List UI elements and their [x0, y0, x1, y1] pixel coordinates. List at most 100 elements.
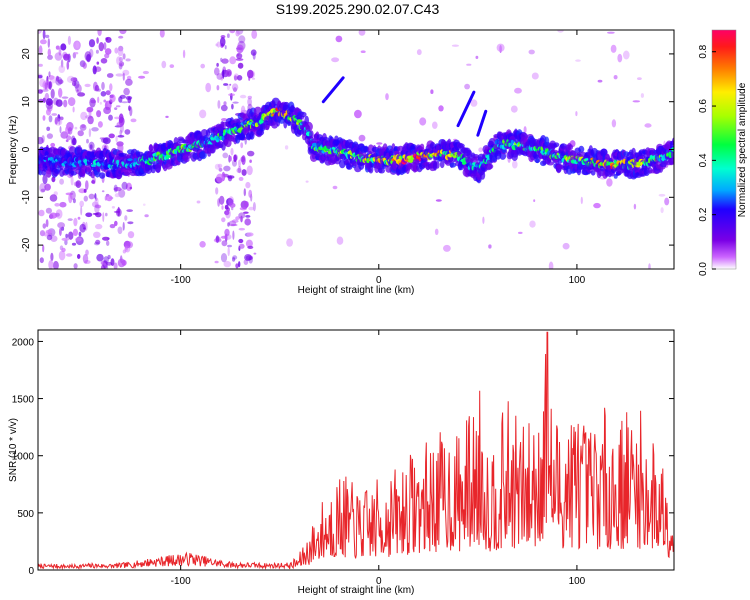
heatmap-noise-cell — [443, 244, 451, 252]
heatmap-noise-cell — [514, 87, 522, 94]
heatmap-noise-cell — [66, 60, 70, 70]
heatmap-noise-cell — [115, 105, 121, 108]
heatmap-noise-cell — [92, 65, 97, 75]
heatmap-noise-cell — [54, 117, 58, 125]
heatmap-noise-cell — [102, 236, 110, 241]
heatmap-noise-cell — [496, 43, 505, 52]
heatmap-noise-cell — [435, 199, 442, 202]
heatmap-ridge-halo — [99, 172, 106, 179]
heatmap-noise-cell — [205, 82, 212, 93]
heatmap-noise-cell — [432, 121, 438, 129]
heatmap-noise-cell — [126, 209, 133, 213]
heatmap-noise-cell — [76, 89, 79, 92]
heatmap-noise-cell — [305, 180, 309, 183]
heatmap-noise-cell — [49, 194, 58, 202]
heatmap-noise-cell — [71, 242, 77, 246]
heatmap-noise-cell — [72, 198, 76, 204]
heatmap-noise-cell — [224, 45, 227, 50]
heatmap-noise-cell — [44, 94, 49, 99]
heatmap-noise-cell — [251, 77, 256, 80]
heatmap-noise-cell — [235, 58, 244, 61]
heatmap-noise-cell — [102, 212, 105, 223]
heatmap-noise-cell — [67, 218, 73, 222]
heatmap-noise-cell — [57, 114, 61, 122]
heatmap-noise-cell — [61, 237, 70, 241]
heatmap-noise-cell — [74, 126, 78, 130]
heatmap-noise-cell — [606, 178, 613, 187]
heatmap-noise-cell — [238, 35, 246, 44]
heatmap-noise-cell — [510, 105, 518, 113]
heatmap-noise-cell — [94, 203, 100, 214]
heatmap-noise-cell — [518, 231, 523, 234]
heatmap-noise-cell — [243, 211, 249, 214]
heatmap-noise-cell — [227, 175, 233, 182]
heatmap-noise-cell — [512, 160, 518, 169]
heatmap-noise-cell — [142, 70, 149, 75]
heatmap-noise-cell — [229, 56, 237, 65]
heatmap-noise-cell — [360, 50, 366, 53]
heatmap-noise-cell — [103, 42, 107, 50]
heatmap-noise-cell — [109, 94, 116, 103]
colorbar-tick-label: 0.0 — [698, 262, 709, 276]
heatmap-noise-cell — [114, 220, 118, 226]
colorbar-tick-label: 0.2 — [698, 207, 709, 221]
heatmap-noise-cell — [109, 224, 116, 229]
heatmap-noise-cell — [644, 123, 652, 128]
heatmap-noise-cell — [233, 154, 237, 163]
heatmap-noise-cell — [336, 236, 344, 245]
heatmap-noise-cell — [91, 201, 99, 208]
heatmap-noise-cell — [83, 188, 87, 193]
heatmap-noise-cell — [482, 216, 485, 224]
heatmap-noise-cell — [78, 231, 82, 237]
heatmap-noise-cell — [240, 156, 245, 163]
heatmap-ridge-halo — [568, 144, 573, 151]
heatmap-noise-cell — [470, 99, 478, 107]
heatmap-noise-cell — [68, 193, 73, 204]
heatmap-noise-cell — [220, 253, 228, 263]
heatmap-noise-cell — [247, 95, 252, 100]
heatmap-noise-cell — [38, 45, 43, 56]
heatmap-noise-cell — [101, 137, 109, 144]
heatmap-noise-cell — [85, 180, 89, 191]
snr-x-label: Height of straight line (km) — [298, 585, 415, 596]
heatmap-noise-cell — [478, 147, 484, 153]
heatmap-noise-cell — [60, 59, 64, 68]
heatmap-noise-cell — [59, 116, 64, 121]
heatmap-noise-cell — [127, 231, 135, 239]
heatmap-ridge-halo — [546, 161, 555, 166]
heatmap-noise-cell — [105, 36, 112, 43]
heatmap-noise-cell — [247, 98, 253, 106]
heatmap-noise-cell — [116, 56, 122, 65]
heatmap-noise-cell — [221, 58, 229, 64]
heatmap-noise-cell — [438, 105, 444, 112]
heatmap-noise-cell — [72, 106, 75, 113]
heatmap-ridge-halo — [578, 145, 585, 153]
heatmap-noise-cell — [533, 199, 536, 203]
heatmap-noise-cell — [199, 109, 207, 119]
heatmap-noise-cell — [216, 85, 220, 91]
heatmap-noise-cell — [116, 121, 124, 128]
heatmap-noise-cell — [93, 231, 101, 238]
heatmap-noise-cell — [85, 249, 89, 256]
heatmap-noise-cell — [67, 35, 71, 46]
heatmap-noise-cell — [75, 180, 82, 189]
heatmap-noise-cell — [74, 237, 82, 242]
heatmap-noise-cell — [92, 176, 96, 185]
heatmap-noise-cell — [82, 253, 89, 264]
heatmap-noise-cell — [106, 195, 113, 202]
heatmap-noise-cell — [250, 49, 257, 56]
heatmap-noise-cell — [104, 48, 112, 55]
heatmap-noise-cell — [117, 226, 123, 235]
heatmap-noise-cell — [65, 124, 74, 127]
heatmap-noise-cell — [430, 89, 434, 94]
heatmap-noise-cell — [57, 79, 64, 85]
spectrogram-y-label: Frequency (Hz) — [8, 116, 19, 185]
heatmap-noise-cell — [528, 49, 535, 55]
heatmap-noise-cell — [95, 239, 101, 245]
snr-series-line — [38, 331, 674, 570]
heatmap-noise-cell — [101, 190, 105, 193]
heatmap-ridge-halo — [535, 158, 540, 164]
heatmap-noise-cell — [529, 220, 536, 228]
heatmap-noise-cell — [217, 100, 221, 109]
heatmap-noise-cell — [240, 142, 244, 149]
